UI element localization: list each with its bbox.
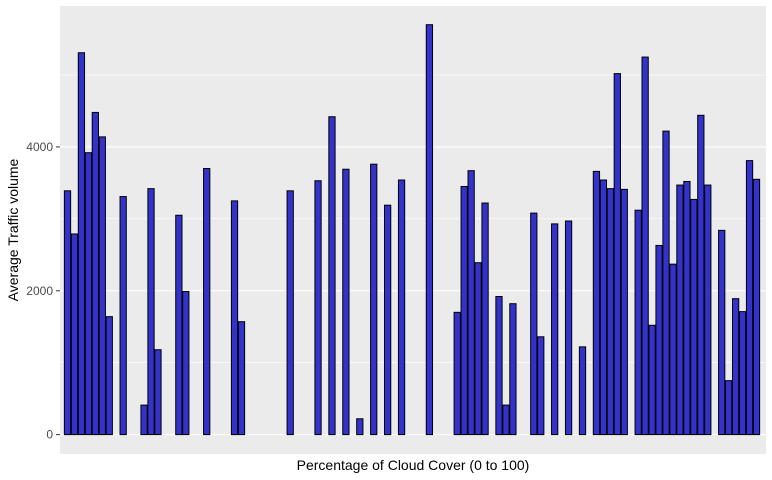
bar xyxy=(63,190,72,436)
bar xyxy=(704,184,712,436)
bar xyxy=(70,233,79,436)
bar xyxy=(578,346,587,436)
bar xyxy=(370,163,378,436)
bar xyxy=(147,188,155,436)
bar xyxy=(613,73,621,436)
bar xyxy=(84,152,93,436)
bar xyxy=(230,200,239,436)
bar xyxy=(502,404,510,436)
bar xyxy=(314,180,322,436)
bar xyxy=(481,202,489,436)
bars xyxy=(63,24,761,436)
bar xyxy=(91,111,99,436)
x-axis-title: Percentage of Cloud Cover (0 to 100) xyxy=(297,457,530,473)
bar xyxy=(467,170,475,436)
bar xyxy=(551,223,559,436)
bar xyxy=(342,168,350,436)
bar xyxy=(648,324,656,436)
bar xyxy=(286,190,294,436)
bar xyxy=(669,263,677,436)
y-tick-label: 2000 xyxy=(26,284,53,298)
bar xyxy=(453,311,461,436)
bar xyxy=(606,188,614,436)
bar xyxy=(397,179,406,436)
bar xyxy=(620,188,628,436)
bar xyxy=(530,212,538,436)
bar xyxy=(425,24,434,436)
bar xyxy=(697,114,705,436)
bar xyxy=(203,168,211,436)
bar xyxy=(725,380,733,436)
bar xyxy=(237,321,246,436)
bar xyxy=(752,178,761,436)
bar xyxy=(119,196,127,436)
bar xyxy=(655,244,663,436)
bar xyxy=(683,180,691,436)
bar xyxy=(105,316,113,436)
y-tick-label: 4000 xyxy=(26,140,53,154)
bar xyxy=(592,170,601,436)
bar xyxy=(537,336,545,436)
bar xyxy=(328,116,336,436)
bar xyxy=(474,262,482,436)
bar xyxy=(731,298,740,436)
bar xyxy=(495,296,503,436)
bar xyxy=(182,290,190,436)
bar xyxy=(98,136,106,436)
bar xyxy=(745,160,754,436)
bar xyxy=(634,209,642,436)
bar xyxy=(641,56,649,436)
y-axis: 0 2000 4000 xyxy=(26,140,60,442)
y-tick-label: 0 xyxy=(46,428,53,442)
y-axis-title: Average Traffic volume xyxy=(5,158,21,301)
bar xyxy=(356,418,364,436)
bar xyxy=(509,303,517,436)
bar xyxy=(599,179,608,436)
bar xyxy=(718,229,726,436)
bar xyxy=(154,349,162,436)
bar xyxy=(140,404,148,436)
bar xyxy=(564,220,573,436)
bar xyxy=(676,184,684,436)
bar xyxy=(662,130,670,436)
bar xyxy=(460,185,468,436)
bar xyxy=(690,198,698,436)
bar xyxy=(384,204,392,436)
bar xyxy=(738,311,747,436)
bar xyxy=(77,52,86,436)
bar xyxy=(175,214,183,436)
